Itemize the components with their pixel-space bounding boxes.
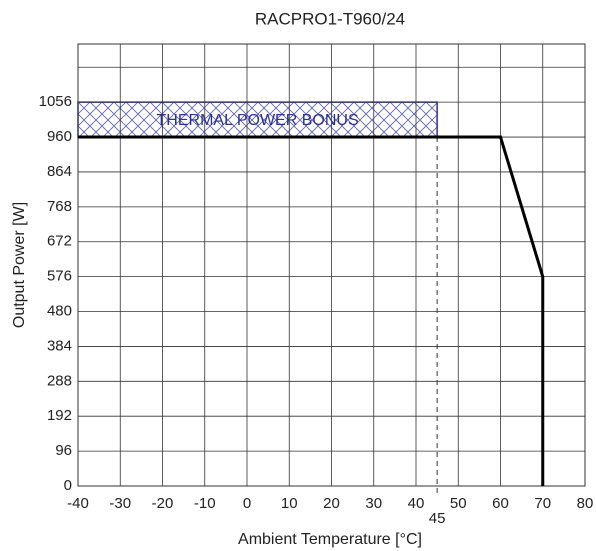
x-tick-label: 40 — [408, 495, 425, 512]
bonus-region — [77, 101, 438, 138]
x-tick-label: 70 — [534, 495, 551, 512]
power-line — [78, 135, 545, 486]
bonus-label: THERMAL POWER BONUS — [157, 112, 359, 129]
y-tick-label: 768 — [47, 198, 72, 215]
x-tick-label: 60 — [492, 495, 509, 512]
x-tick-label: 80 — [577, 495, 594, 512]
y-axis-title: Output Power [W] — [11, 202, 28, 328]
x-tick-label: 30 — [365, 495, 382, 512]
x-tick-label: 10 — [281, 495, 298, 512]
y-tick-label: 384 — [47, 337, 72, 354]
marker-label: 45 — [429, 510, 446, 527]
x-tick-label: 0 — [243, 495, 251, 512]
y-tick-label: 864 — [47, 163, 72, 180]
y-tick-label: 0 — [64, 477, 72, 494]
plot-frame — [77, 43, 586, 487]
y-tick-label: 576 — [47, 268, 72, 285]
y-tick-label: 1056 — [39, 93, 72, 110]
x-tick-label: -10 — [194, 495, 216, 512]
y-tick-label: 288 — [47, 372, 72, 389]
y-tick-label: 96 — [55, 442, 72, 459]
x-tick-label: 20 — [323, 495, 340, 512]
x-axis-title: Ambient Temperature [°C] — [238, 531, 422, 548]
x-tick-label: 50 — [450, 495, 467, 512]
x-tick-label: -40 — [67, 495, 89, 512]
y-tick-label: 480 — [47, 302, 72, 319]
chart-title: RACPRO1-T960/24 — [255, 9, 405, 28]
x-tick-label: -30 — [109, 495, 131, 512]
x-tick-label: -20 — [152, 495, 174, 512]
y-tick-label: 672 — [47, 233, 72, 250]
y-tick-label: 192 — [47, 407, 72, 424]
y-tick-label: 960 — [47, 128, 72, 145]
